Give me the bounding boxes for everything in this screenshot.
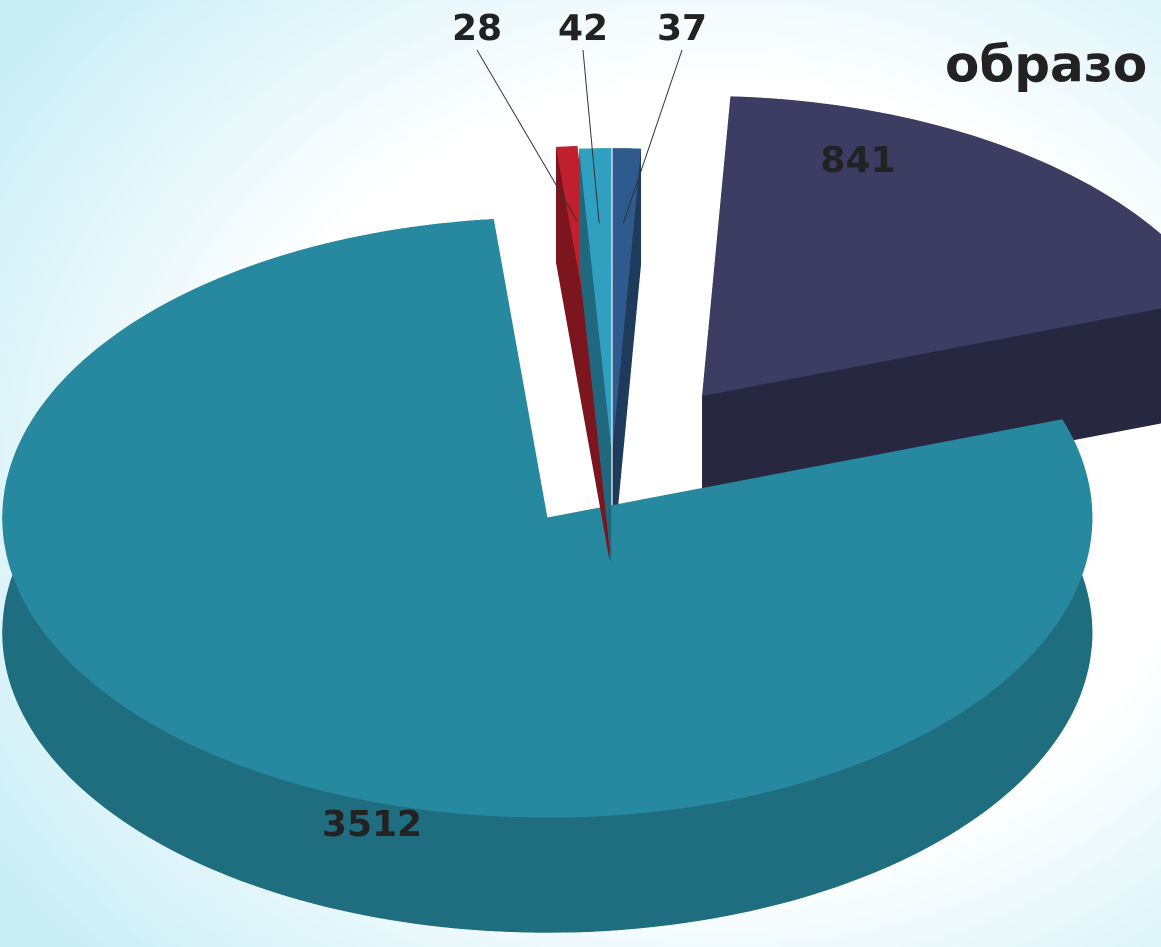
leader-line: [476, 49, 578, 222]
slice-top: [2, 219, 1093, 818]
slice-top: [579, 148, 612, 449]
slice-top: [612, 148, 641, 449]
pie-slice: [2, 219, 1093, 933]
slice-wall: [612, 148, 642, 564]
data-label: 42: [558, 8, 608, 49]
leader-line: [622, 49, 683, 224]
pie-slice: [579, 148, 612, 564]
slice-top: [702, 96, 1161, 396]
data-label: 3512: [322, 804, 422, 845]
data-label: 841: [820, 140, 895, 181]
pie-slice: [612, 148, 642, 564]
data-label: 28: [452, 8, 502, 49]
data-label: 37: [657, 8, 707, 49]
chart-title: образо: [945, 36, 1147, 94]
leader-line: [582, 49, 600, 224]
slice-wall: [579, 148, 612, 564]
slice-wall: [555, 146, 610, 561]
slice-wall: [702, 308, 1161, 511]
